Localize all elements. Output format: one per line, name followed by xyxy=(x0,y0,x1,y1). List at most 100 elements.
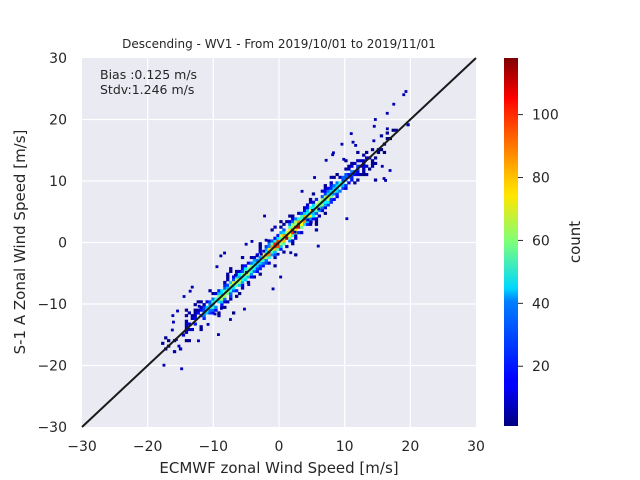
heatmap-cell xyxy=(344,186,348,190)
heatmap-cell xyxy=(305,211,310,215)
heatmap-cell xyxy=(247,283,251,286)
heatmap-cell xyxy=(297,217,301,221)
heatmap-cell xyxy=(291,220,295,224)
heatmap-cell xyxy=(314,228,319,232)
heatmap-cell xyxy=(300,225,304,229)
heatmap-cell xyxy=(308,209,313,213)
heatmap-cell xyxy=(279,236,283,240)
heatmap-cell xyxy=(362,170,366,174)
heatmap-cell xyxy=(217,292,221,296)
heatmap-cell xyxy=(311,200,316,204)
heatmap-cell xyxy=(187,322,191,326)
heatmap-cell xyxy=(306,218,310,222)
heatmap-cell xyxy=(370,159,375,163)
heatmap-cell xyxy=(213,312,217,316)
heatmap-cell xyxy=(291,217,295,221)
heatmap-cell xyxy=(229,289,233,293)
heatmap-cell xyxy=(338,181,342,185)
heatmap-cell xyxy=(303,209,307,213)
heatmap-cell xyxy=(356,159,360,163)
heatmap-cell xyxy=(362,164,366,168)
heatmap-cell xyxy=(211,297,215,301)
heatmap-cell xyxy=(232,278,236,282)
heatmap-cell xyxy=(323,203,327,207)
heatmap-cell xyxy=(223,305,227,309)
heatmap-cell xyxy=(243,307,246,311)
heatmap-cell xyxy=(297,220,301,224)
heatmap-cell xyxy=(185,320,188,324)
heatmap-cell xyxy=(258,247,262,251)
heatmap-cell xyxy=(291,214,295,218)
heatmap-cell xyxy=(329,197,333,201)
heatmap-cell xyxy=(211,311,215,315)
heatmap-cell xyxy=(267,253,271,257)
heatmap-cell xyxy=(217,289,221,293)
heatmap-cell xyxy=(273,236,277,240)
heatmap-cell xyxy=(291,231,295,235)
heatmap-cell xyxy=(305,222,310,226)
x-tick-label: 30 xyxy=(467,439,485,455)
heatmap-cell xyxy=(311,214,316,218)
heatmap-cell xyxy=(340,142,344,146)
heatmap-cell xyxy=(258,267,262,271)
heatmap-cell xyxy=(276,239,280,243)
heatmap-cell xyxy=(182,295,186,298)
heatmap-cell xyxy=(402,93,406,97)
heatmap-cell xyxy=(255,269,259,273)
heatmap-cell xyxy=(171,314,175,317)
heatmap-cell xyxy=(202,314,206,318)
heatmap-cell xyxy=(249,264,254,268)
heatmap-cell xyxy=(276,245,280,249)
heatmap-cell xyxy=(211,292,215,296)
heatmap-cell xyxy=(250,240,254,243)
y-axis-label: S-1 A Zonal Wind Speed [m/s] xyxy=(11,130,29,355)
heatmap-cell xyxy=(255,258,259,262)
heatmap-cell xyxy=(252,258,256,262)
heatmap-cell xyxy=(300,217,304,221)
heatmap-cell xyxy=(335,189,339,193)
heatmap-cell xyxy=(320,209,324,213)
heatmap-cell xyxy=(205,300,209,304)
heatmap-cell xyxy=(356,178,360,182)
heatmap-cell xyxy=(196,300,200,304)
heatmap-cell xyxy=(258,250,262,254)
heatmap-cell xyxy=(373,118,377,121)
heatmap-cell xyxy=(323,211,327,215)
heatmap-cell xyxy=(326,189,330,193)
heatmap-cell xyxy=(276,247,280,251)
heatmap-cell xyxy=(208,289,212,293)
heatmap-cell xyxy=(199,328,203,332)
heatmap-cell xyxy=(373,161,378,165)
y-tick-label: 10 xyxy=(49,174,67,190)
heatmap-cell xyxy=(285,236,289,240)
heatmap-cell xyxy=(311,206,316,210)
heatmap-cell xyxy=(323,206,327,210)
heatmap-cell xyxy=(291,225,295,229)
heatmap-cell xyxy=(385,111,389,115)
heatmap-cell xyxy=(356,173,360,177)
heatmap-cell xyxy=(376,150,381,154)
heatmap-cell xyxy=(332,184,336,188)
heatmap-cell xyxy=(323,200,327,204)
heatmap-cell xyxy=(246,280,251,284)
heatmap-cell xyxy=(311,211,316,215)
heatmap-cell xyxy=(193,322,197,326)
heatmap-cell xyxy=(217,333,220,336)
heatmap-cell xyxy=(314,220,319,224)
heatmap-cell xyxy=(288,236,292,240)
heatmap-cell xyxy=(384,179,387,182)
heatmap-cell xyxy=(329,200,333,204)
heatmap-cell xyxy=(246,261,251,265)
heatmap-cell xyxy=(270,242,274,246)
heatmap-cell xyxy=(305,203,310,207)
heatmap-cell xyxy=(356,164,360,168)
heatmap-cell xyxy=(220,303,224,307)
heatmap-cell xyxy=(282,250,286,254)
heatmap-cell xyxy=(255,264,259,268)
heatmap-cell xyxy=(370,148,375,152)
heatmap-cell xyxy=(273,225,277,229)
heatmap-cell xyxy=(341,175,345,179)
heatmap-cell xyxy=(332,175,336,179)
heatmap-cell xyxy=(267,239,271,243)
